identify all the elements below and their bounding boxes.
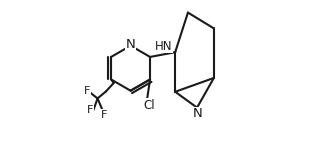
Text: N: N — [126, 38, 135, 51]
Text: N: N — [193, 107, 203, 120]
Text: F: F — [84, 86, 90, 96]
Text: Cl: Cl — [144, 99, 155, 112]
Text: HN: HN — [154, 40, 172, 53]
Text: F: F — [87, 105, 94, 115]
Text: F: F — [101, 110, 107, 120]
